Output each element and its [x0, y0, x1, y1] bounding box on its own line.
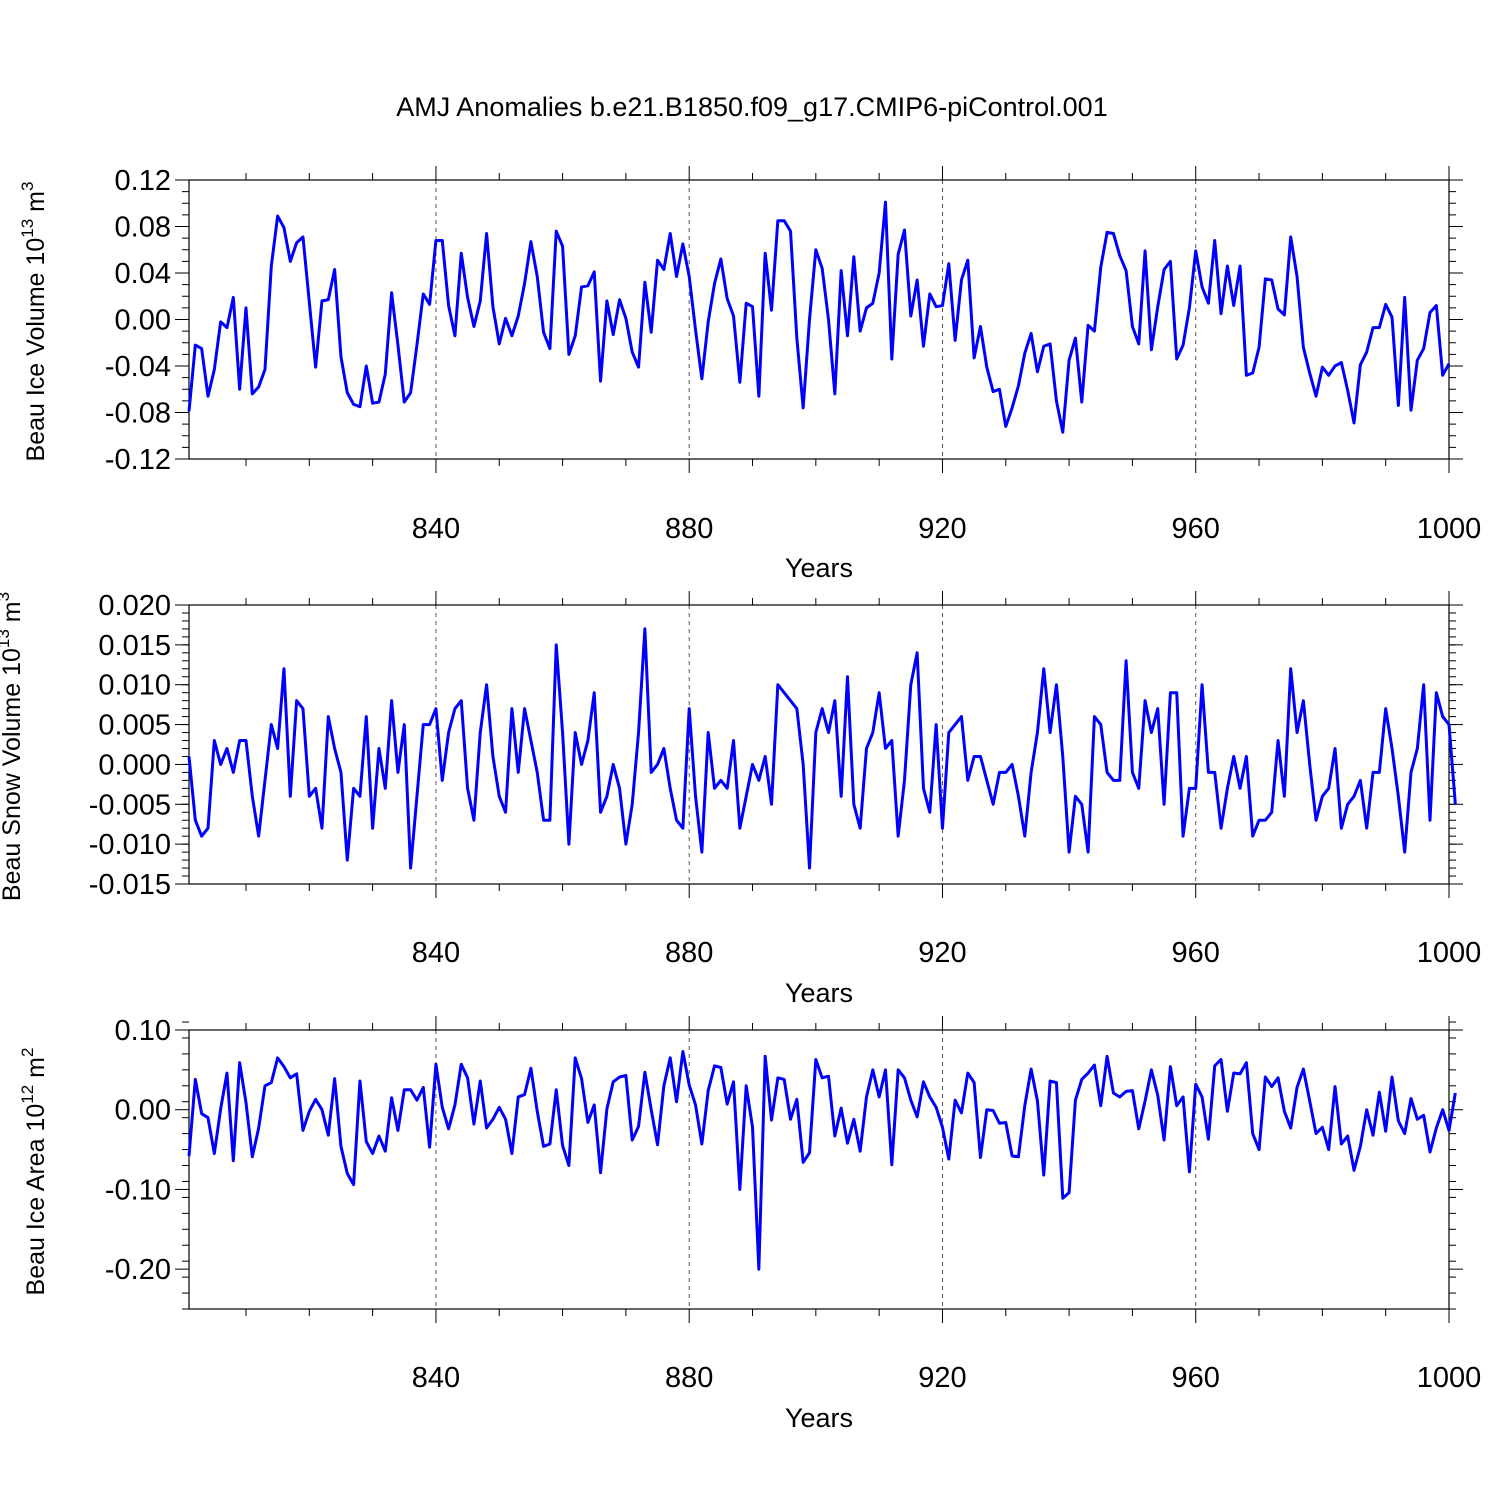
x-tick-label: 920	[918, 513, 966, 545]
y-tick-label: 0.00	[115, 305, 171, 337]
x-tick-label: 960	[1172, 1362, 1220, 1394]
y-tick-label: -0.005	[89, 789, 171, 821]
y-tick-label: 0.020	[98, 590, 171, 622]
x-tick-label: 920	[918, 1362, 966, 1394]
y-tick-label: -0.20	[105, 1254, 171, 1286]
x-axis-label: Years	[785, 553, 853, 583]
plot-frame	[188, 604, 1450, 885]
x-tick-label: 1000	[1417, 513, 1482, 545]
y-tick-label: 0.08	[115, 212, 171, 244]
x-tick-label: 840	[412, 1362, 460, 1394]
y-tick-label: 0.00	[115, 1095, 171, 1127]
y-tick-label: -0.12	[105, 444, 171, 476]
panel-ice-volume: -0.12 -0.08 -0.04 0.00 0.04 0.08 0.12 840 880 920…	[18, 165, 1481, 583]
y-tick-label: 0.000	[98, 749, 171, 781]
y-tick-label: 0.010	[98, 670, 171, 702]
plot-frame	[188, 179, 1450, 460]
panel-snow-volume: -0.015 -0.010 -0.005 0.000 0.005 0.010 0.015 0.…	[0, 590, 1481, 1008]
y-axis-label: Beau Snow Volume 1013 m3	[0, 592, 26, 901]
x-tick-label: 880	[665, 513, 713, 545]
y-tick-label: -0.010	[89, 829, 171, 861]
y-axis-label: Beau Ice Volume 1013 m3	[18, 182, 50, 462]
x-tick-label: 960	[1172, 937, 1220, 969]
x-tick-label: 880	[665, 937, 713, 969]
x-tick-label: 840	[412, 937, 460, 969]
y-tick-label: -0.10	[105, 1174, 171, 1206]
x-tick-label: 840	[412, 513, 460, 545]
y-tick-label: -0.015	[89, 869, 171, 901]
y-tick-label: 0.005	[98, 710, 171, 742]
x-axis-label: Years	[785, 1403, 853, 1433]
y-tick-label: 0.12	[115, 165, 171, 197]
series-line-ice-area	[187, 1050, 1457, 1271]
y-tick-label: 0.015	[98, 630, 171, 662]
y-axis-label: Beau Ice Area 1012 m2	[18, 1048, 50, 1296]
panel-ice-area: -0.20 -0.10 0.00 0.10 840 880 920 960 1000 Years B…	[18, 1015, 1481, 1433]
x-axis-label: Years	[785, 978, 853, 1008]
y-tick-label: -0.08	[105, 398, 171, 430]
panels: -0.12 -0.08 -0.04 0.00 0.04 0.08 0.12 840 880 920…	[0, 165, 1481, 1433]
x-tick-label: 880	[665, 1362, 713, 1394]
x-tick-label: 1000	[1417, 937, 1482, 969]
x-tick-label: 960	[1172, 513, 1220, 545]
plot-frame	[188, 1029, 1450, 1310]
y-tick-label: -0.04	[105, 351, 171, 383]
y-tick-label: 0.04	[115, 258, 171, 290]
x-tick-label: 920	[918, 937, 966, 969]
y-tick-label: 0.10	[115, 1015, 171, 1047]
x-tick-label: 1000	[1417, 1362, 1482, 1394]
series-line-ice-volume	[187, 200, 1451, 434]
series-line-snow-volume	[187, 627, 1457, 870]
figure-title: AMJ Anomalies b.e21.B1850.f09_g17.CMIP6-…	[396, 92, 1107, 122]
